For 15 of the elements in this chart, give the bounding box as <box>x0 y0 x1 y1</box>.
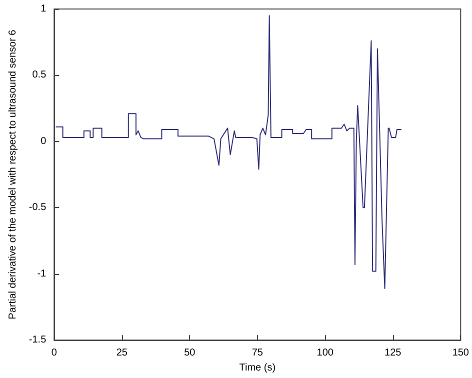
x-axis-title: Time (s) <box>239 362 276 374</box>
x-tick-label: 150 <box>452 348 470 359</box>
x-tick-label: 75 <box>252 348 264 359</box>
y-axis-title: Partial derivative of the model with respect to ultrasound sensor 6 <box>8 29 18 320</box>
x-tick-label: 50 <box>184 348 196 359</box>
x-tick-label: 125 <box>384 348 402 359</box>
y-tick-label: 1 <box>40 4 47 14</box>
y-tick-label: 0 <box>40 136 47 147</box>
y-tick-label: -1 <box>37 268 47 280</box>
x-tick-label: 25 <box>116 348 128 359</box>
y-tick-label: -1.5 <box>28 334 47 346</box>
x-tick-label: 100 <box>316 348 334 359</box>
y-tick-label: -0.5 <box>28 202 47 214</box>
x-tick-label: 0 <box>51 348 58 359</box>
y-tick-label: 0.5 <box>32 70 47 81</box>
